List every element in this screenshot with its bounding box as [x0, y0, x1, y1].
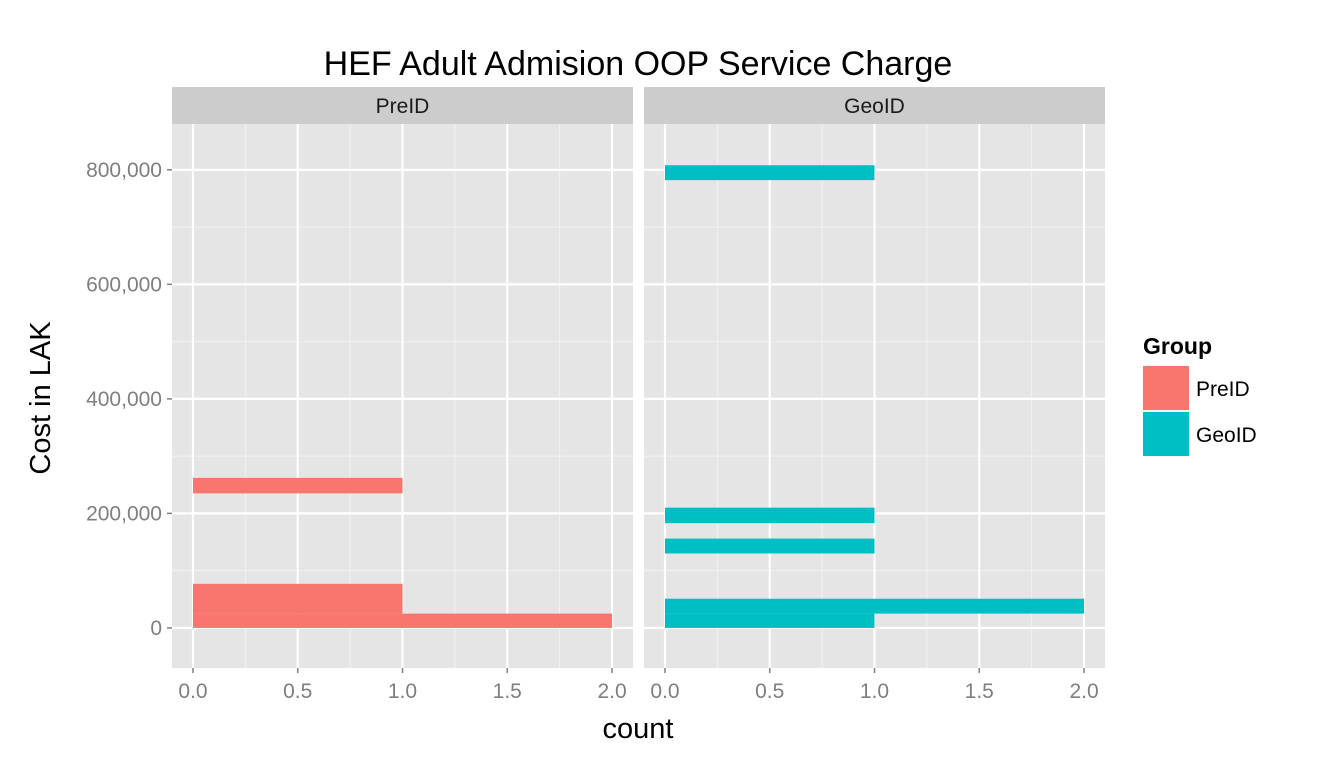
legend-title: Group [1143, 333, 1212, 359]
legend: Group PreID GeoID [1142, 333, 1257, 458]
x-tick-label: 0.0 [650, 680, 679, 703]
panel-preid: PreID 0.0 0.5 1.0 1.5 2.0 0 200,000 400,000 600,0… [86, 87, 633, 703]
legend-entry-label: PreID [1196, 378, 1250, 401]
bar [664, 165, 875, 181]
y-tick-label: 400,000 [86, 388, 162, 411]
y-tick-label: 800,000 [86, 159, 162, 182]
y-tick-label: 200,000 [86, 502, 162, 525]
x-tick-label: 0.5 [283, 680, 312, 703]
x-axis-title: count [603, 713, 674, 745]
x-tick-label: 1.0 [860, 680, 889, 703]
x-tick-label: 1.0 [388, 680, 417, 703]
bar [664, 538, 875, 554]
x-tick-label: 1.5 [493, 680, 522, 703]
legend-key-swatch [1143, 366, 1189, 410]
x-tick-label: 2.0 [597, 680, 626, 703]
facet-strip [172, 87, 633, 124]
chart-title: HEF Adult Admision OOP Service Charge [324, 45, 953, 83]
x-tick-label: 0.0 [178, 680, 207, 703]
facet-strip-label: GeoID [844, 95, 905, 118]
bar [664, 598, 1085, 614]
x-tick-label: 2.0 [1069, 680, 1098, 703]
facet-strip-label: PreID [376, 95, 430, 118]
facet-panels: PreID 0.0 0.5 1.0 1.5 2.0 0 200,000 400,000 600,0… [86, 87, 1105, 703]
y-axis-title: Cost in LAK [25, 321, 57, 475]
bar [664, 507, 875, 524]
legend-entry-label: GeoID [1196, 424, 1257, 447]
y-tick-label: 0 [150, 617, 162, 640]
bar [192, 613, 613, 628]
bar [192, 583, 403, 614]
y-tick-label: 600,000 [86, 273, 162, 296]
panel-geoid: GeoID 0.0 0.5 1.0 1.5 2.0 [644, 87, 1105, 703]
x-tick-label: 1.5 [965, 680, 994, 703]
x-tick-label: 0.5 [755, 680, 784, 703]
bar [664, 613, 875, 628]
legend-entries: PreID GeoID [1142, 364, 1257, 458]
facet-strip [644, 87, 1105, 124]
legend-key-swatch [1143, 412, 1189, 456]
bar [192, 477, 403, 494]
